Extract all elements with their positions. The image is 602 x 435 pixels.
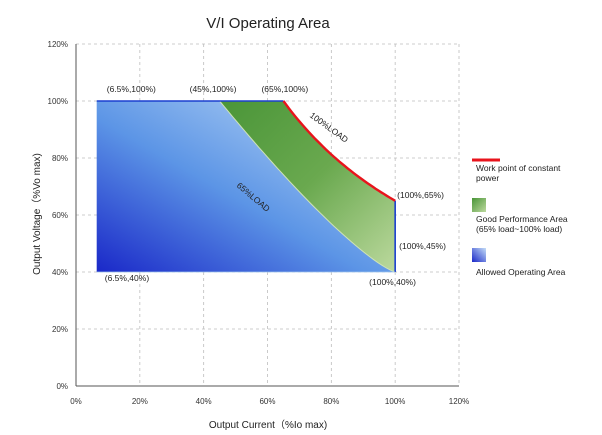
- point-label: (100%,40%): [369, 277, 416, 287]
- y-axis-title: Output Voltage（%Vo max): [31, 153, 43, 275]
- x-tick-label: 20%: [132, 397, 148, 406]
- y-tick-label: 80%: [52, 154, 68, 163]
- point-labels: (6.5%,100%) (45%,100%) (65%,100%) (100%,65%…: [105, 84, 446, 287]
- y-tick-label: 40%: [52, 268, 68, 277]
- y-tick-label: 0%: [56, 382, 68, 391]
- x-tick-label: 60%: [259, 397, 275, 406]
- good-performance-area: [219, 101, 396, 272]
- point-label: (6.5%,100%): [107, 84, 156, 94]
- constant-power-curve: [282, 100, 396, 202]
- point-label: (6.5%,40%): [105, 273, 150, 283]
- axes: [75, 44, 459, 387]
- legend-swatch-good-area: [472, 198, 486, 212]
- y-tick-labels: 0% 20% 40% 60% 80% 100% 120%: [48, 40, 68, 391]
- allowed-operating-area: [96, 101, 396, 272]
- x-tick-label: 100%: [385, 397, 405, 406]
- point-label: (45%,100%): [190, 84, 237, 94]
- point-label: (100%,65%): [397, 190, 444, 200]
- legend-swatch-allowed-area: [472, 248, 486, 262]
- legend-label: Allowed Operating Area: [476, 267, 566, 277]
- x-tick-label: 80%: [323, 397, 339, 406]
- y-tick-label: 20%: [52, 325, 68, 334]
- legend-label: Good Performance Area (65% load~100% load…: [476, 214, 568, 234]
- x-tick-label: 40%: [196, 397, 212, 406]
- x-tick-labels: 0% 20% 40% 60% 80% 100% 120%: [70, 397, 469, 406]
- load-65-curve: [219, 100, 396, 273]
- y-tick-label: 120%: [48, 40, 68, 49]
- legend-label: Work point of constant power: [476, 163, 561, 183]
- x-tick-label: 120%: [449, 397, 469, 406]
- chart-title: V/I Operating Area: [206, 15, 330, 32]
- y-tick-label: 100%: [48, 97, 68, 106]
- x-tick-label: 0%: [70, 397, 82, 406]
- plot-areas: [96, 100, 396, 273]
- point-label: (65%,100%): [261, 84, 308, 94]
- legend: Work point of constant power Good Performa…: [472, 158, 568, 277]
- y-tick-label: 60%: [52, 211, 68, 220]
- point-label: (100%,45%): [399, 241, 446, 251]
- x-axis-title: Output Current（%Io max): [209, 419, 327, 431]
